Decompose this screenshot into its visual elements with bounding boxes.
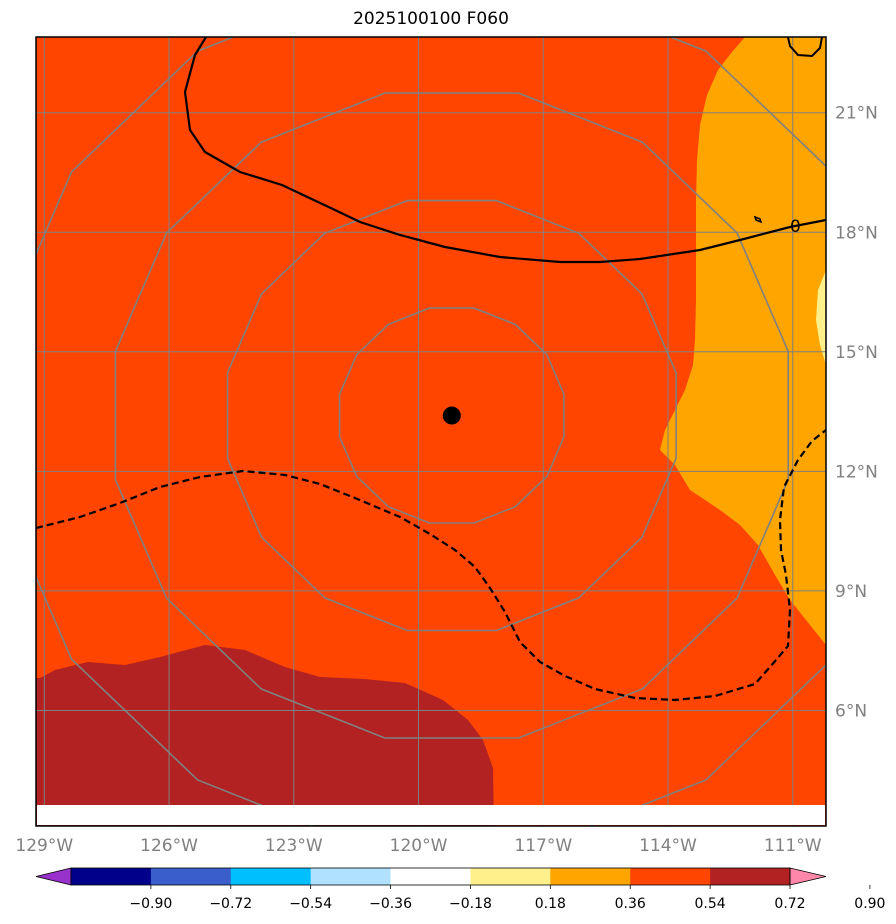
lat-tick-label: 9°N [835,582,867,602]
range-ring [226,199,677,632]
white-strip [37,805,825,825]
colorbar-tick-labels: −0.90 −0.72 −0.54 −0.36 −0.18 0.18 0.36 0.54 0.7… [129,896,885,912]
colorbar-swatch [230,868,312,885]
colorbar-tick-label: 0.72 [774,896,805,912]
range-ring [338,307,565,524]
contour-zero-line [183,37,826,264]
lat-tick-label: 6°N [835,701,867,721]
colorbar-tick-label: −0.72 [209,896,252,912]
colorbar-tick-label: 0.18 [535,896,566,912]
contour-small-closed [753,215,763,224]
fill-region-upper-bin [36,645,494,826]
lat-tick-label: 15°N [835,343,878,363]
colorbar-tick-label: −0.90 [129,896,172,912]
colorbar-swatch [630,868,711,885]
lon-tick-labels: 129°W 126°W 123°W 120°W 117°W 114°W 111°W [15,836,821,856]
colorbar-tick-label: 0.36 [615,896,646,912]
colorbar-swatch [710,868,791,885]
colorbar-extend-low [35,867,72,886]
map-title: 2025100100 F060 [353,9,509,29]
contour-label: 0 [790,217,801,237]
colorbar-swatch [150,868,232,885]
lon-tick-label: 123°W [265,836,323,856]
range-ring [114,92,790,739]
lon-tick-label: 126°W [140,836,198,856]
colorbar-tick-label: 0.90 [854,896,885,912]
fill-region-low-bin [816,270,826,365]
lat-tick-label: 21°N [835,104,878,124]
lon-tick-label: 114°W [639,836,697,856]
storm-center-marker [442,406,461,425]
map-frame [35,36,827,827]
colorbar-tick-label: −0.54 [289,896,332,912]
colorbar-swatch [71,868,152,885]
lat-tick-label: 18°N [835,223,878,243]
colorbar-swatch [470,868,551,885]
colorbar-tick-label: −0.36 [369,896,412,912]
colorbar-swatch [390,868,471,885]
lon-tick-label: 120°W [390,836,448,856]
contour-dashed-line [36,429,826,702]
colorbar-swatch [310,868,392,885]
colorbar-tick-label: −0.18 [449,896,492,912]
lon-tick-label: 111°W [764,836,822,856]
lon-tick-label: 117°W [514,836,572,856]
colorbar-extend-high [789,867,827,886]
colorbar-swatch [550,868,631,885]
colorbar-tick-label: 0.54 [695,896,726,912]
lat-tick-labels: 21°N 18°N 15°N 12°N 9°N 6°N [835,104,878,722]
lat-tick-label: 12°N [835,462,878,482]
contour-zero-line-segment [787,37,823,58]
colorbar [35,867,871,889]
lon-tick-label: 129°W [15,836,73,856]
fill-region-mid-bin [660,37,826,645]
colorbar-outline [70,867,791,886]
map-plot-area: 0 [36,37,826,826]
